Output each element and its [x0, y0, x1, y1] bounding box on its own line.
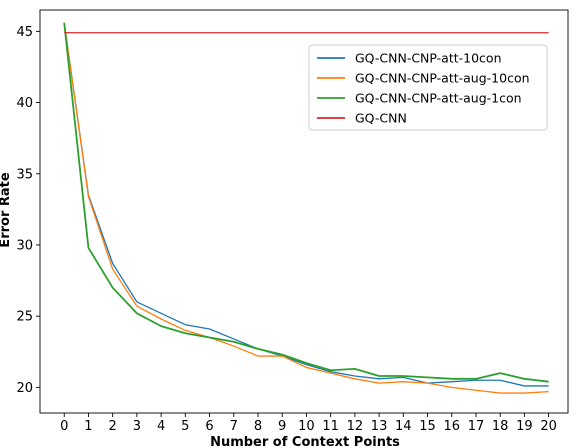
x-tick-label: 7 [230, 419, 238, 434]
y-axis: 20 25 30 35 40 45 [16, 25, 40, 396]
y-tick-label: 30 [16, 238, 33, 253]
x-tick-label: 8 [254, 419, 262, 434]
legend-label-gq-cnn-cnp-att-10con: GQ-CNN-CNP-att-10con [355, 51, 502, 66]
series-layer [63, 22, 549, 394]
plot-area-frame [39, 9, 569, 414]
x-tick-label: 19 [516, 419, 533, 434]
x-tick-label: 9 [278, 419, 286, 434]
x-tick-label: 18 [492, 419, 509, 434]
x-tick-label: 0 [60, 419, 68, 434]
x-tick-label: 20 [540, 419, 557, 434]
x-tick-label: 13 [371, 419, 388, 434]
legend-box [308, 44, 548, 131]
x-tick-label: 12 [347, 419, 364, 434]
x-tick-label: 15 [419, 419, 436, 434]
y-tick-label: 45 [16, 25, 33, 40]
y-tick-label: 25 [16, 310, 33, 325]
y-axis-title: Error Rate [0, 172, 13, 248]
x-tick-label: 1 [84, 419, 92, 434]
x-tick-label: 6 [205, 419, 213, 434]
x-tick-label: 10 [298, 419, 315, 434]
x-tick-label: 4 [157, 419, 165, 434]
legend-label-gq-cnn: GQ-CNN [355, 111, 407, 126]
x-axis: 0 1 2 3 4 5 6 7 8 9 10 11 12 13 14 15 16 17 18 19 20 [60, 413, 557, 434]
x-tick-label: 5 [181, 419, 189, 434]
x-tick-label: 14 [395, 419, 412, 434]
x-tick-label: 2 [109, 419, 117, 434]
series-line-gq-cnn-cnp-att-10con [63, 22, 549, 387]
y-tick-label: 40 [16, 96, 33, 111]
legend: GQ-CNN-CNP-att-10con GQ-CNN-CNP-att-aug-1… [308, 44, 548, 131]
series-line-gq-cnn-cnp-att-aug-10con [63, 22, 549, 394]
x-tick-label: 17 [468, 419, 485, 434]
x-tick-label: 16 [443, 419, 460, 434]
legend-label-gq-cnn-cnp-att-aug-1con: GQ-CNN-CNP-att-aug-1con [355, 91, 522, 106]
x-tick-label: 11 [322, 419, 339, 434]
x-tick-label: 3 [133, 419, 141, 434]
y-tick-label: 35 [16, 167, 33, 182]
y-tick-label: 20 [16, 381, 33, 396]
series-line-gq-cnn-cnp-att-aug-1con [63, 22, 549, 383]
legend-label-gq-cnn-cnp-att-aug-10con: GQ-CNN-CNP-att-aug-10con [355, 71, 530, 86]
x-axis-title: Number of Context Points [210, 435, 400, 448]
